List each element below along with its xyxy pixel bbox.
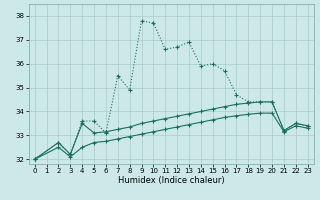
X-axis label: Humidex (Indice chaleur): Humidex (Indice chaleur) bbox=[118, 176, 225, 185]
